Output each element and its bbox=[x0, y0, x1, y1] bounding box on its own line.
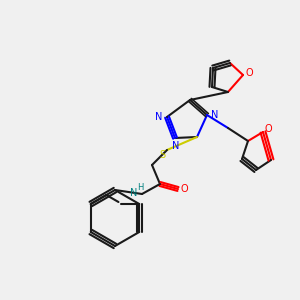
Text: N: N bbox=[130, 188, 138, 198]
Text: S: S bbox=[159, 150, 165, 160]
Text: N: N bbox=[211, 110, 219, 120]
Text: H: H bbox=[137, 182, 143, 191]
Text: N: N bbox=[155, 112, 163, 122]
Text: O: O bbox=[245, 68, 253, 78]
Text: O: O bbox=[180, 184, 188, 194]
Text: N: N bbox=[172, 141, 180, 151]
Text: O: O bbox=[264, 124, 272, 134]
